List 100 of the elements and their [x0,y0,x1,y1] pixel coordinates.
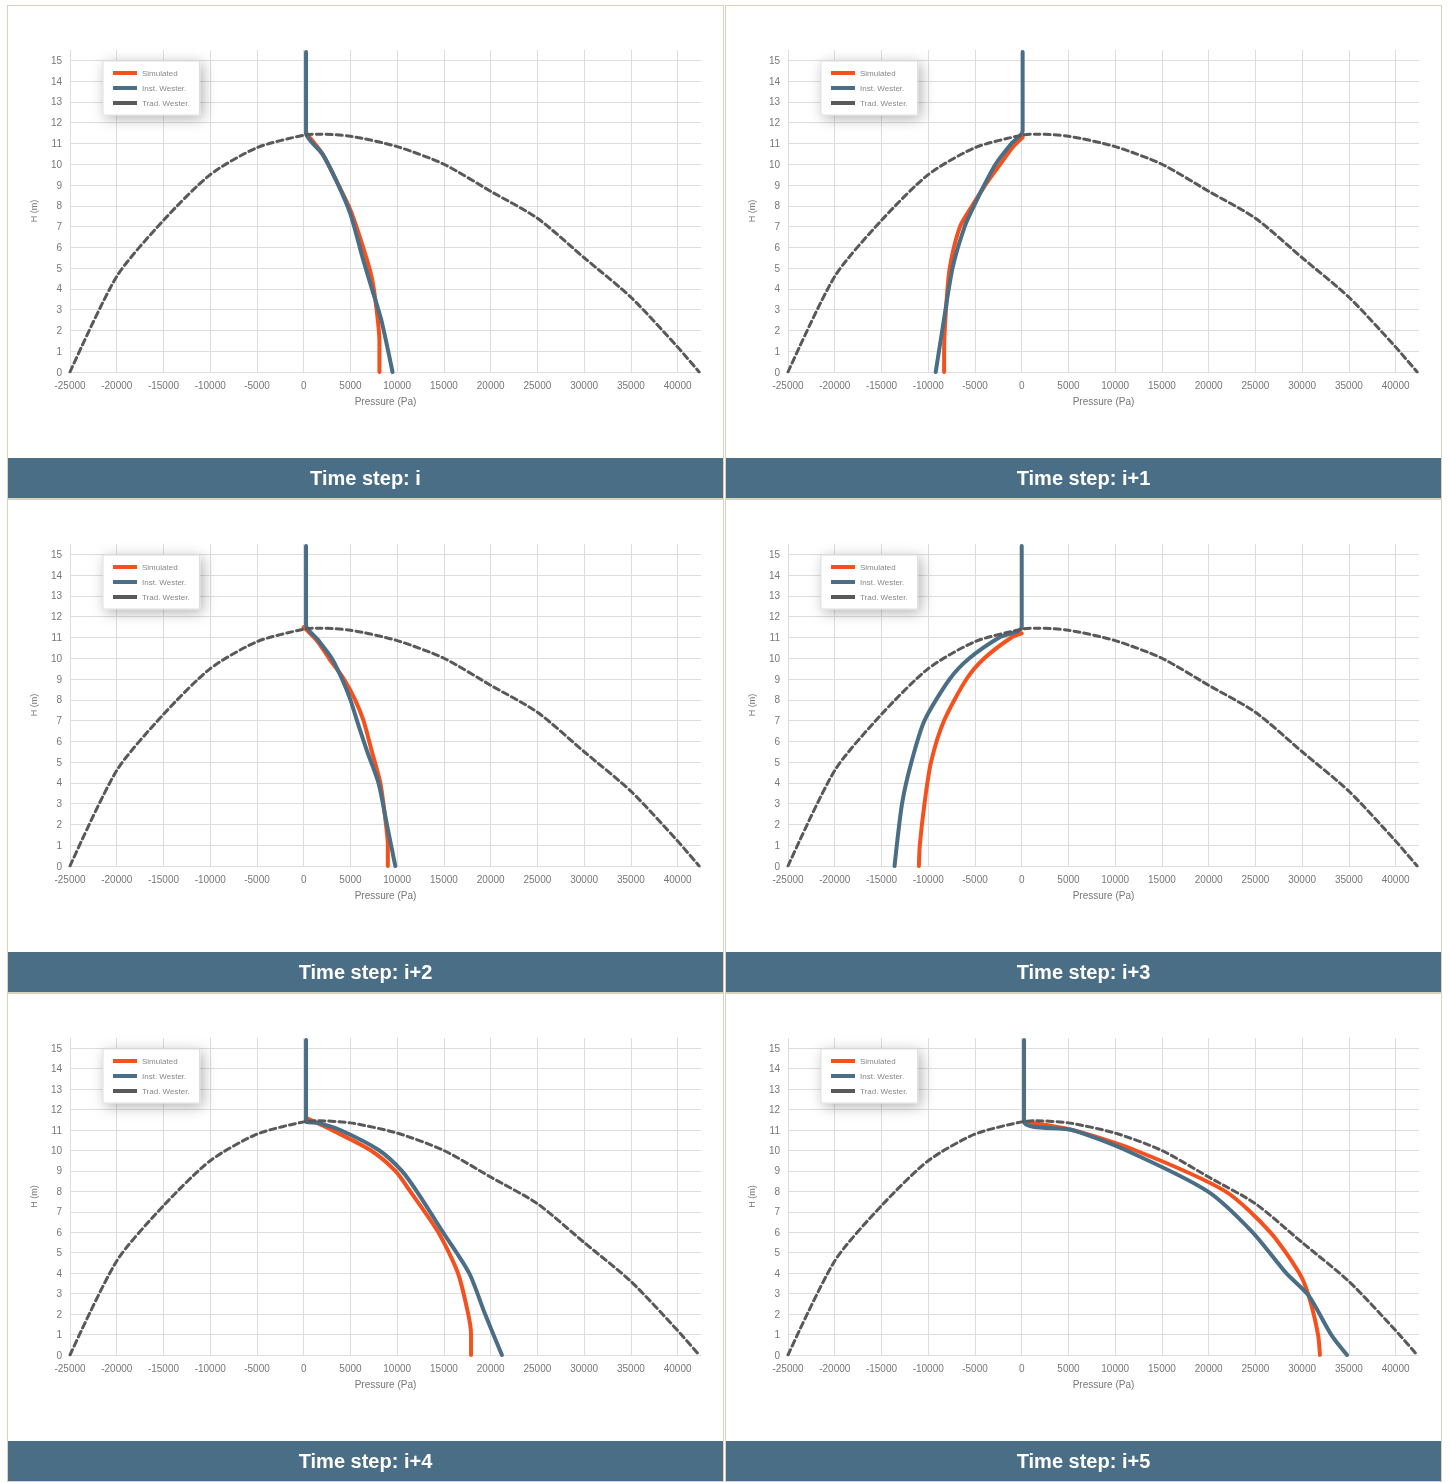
y-tick-label: 8 [56,694,63,706]
x-tick-label: -5000 [244,379,271,391]
y-tick-label: 3 [56,1288,63,1300]
y-tick-label: 10 [50,1144,63,1156]
text: Time step: i+3 [726,952,1441,992]
y-tick-label: 2 [774,1308,781,1320]
x-tick-label: 20000 [1194,379,1224,391]
y-tick-label: 4 [774,283,781,295]
y-tick-label: 5 [56,1247,63,1259]
x-tick-label: 5000 [1057,873,1080,885]
y-tick-label: 8 [774,1185,781,1197]
x-tick-label: -15000 [147,1362,180,1374]
x-tick-label: 30000 [570,873,599,885]
legend-label: Inst. Wester. [860,577,905,587]
x-tick-label: 15000 [430,1362,459,1374]
x-axis-title: Pressure (Pa) [1072,889,1135,901]
x-axis-title: Pressure (Pa) [1072,1378,1135,1390]
x-tick-label: 30000 [570,1362,599,1374]
legend-label: Simulated [860,68,896,78]
legend-label: Inst. Wester. [142,83,187,93]
legend-label: Trad. Wester. [142,1086,190,1096]
x-tick-label: 15000 [1148,1362,1177,1374]
y-axis-title: H (m) [28,1185,39,1208]
text: Time step: i [8,458,723,498]
y-tick-label: 15 [50,548,63,560]
y-tick-label: 1 [774,1329,781,1341]
x-tick-label: -5000 [962,1362,989,1374]
x-tick-label: 10000 [1101,873,1130,885]
y-tick-label: 13 [768,96,781,108]
y-tick-label: 0 [774,860,781,872]
x-tick-label: 25000 [523,1362,552,1374]
y-tick-label: 10 [768,1144,781,1156]
y-tick-label: 3 [774,304,781,316]
x-tick-label: 30000 [570,379,599,391]
x-tick-label: 20000 [476,1362,506,1374]
x-tick-label: -25000 [54,1362,87,1374]
x-tick-label: -10000 [912,379,945,391]
y-tick-label: 4 [56,1267,63,1279]
y-tick-label: 5 [774,262,781,274]
x-tick-label: -10000 [912,873,945,885]
x-tick-label: 5000 [339,873,362,885]
x-tick-label: 15000 [1148,379,1177,391]
y-tick-label: 7 [774,1206,781,1218]
x-tick-label: 15000 [1148,873,1177,885]
x-tick-label: 20000 [1194,873,1224,885]
y-tick-label: 7 [56,1206,63,1218]
y-tick-label: 6 [56,1226,63,1238]
y-tick-label: 0 [774,1349,781,1361]
x-tick-label: 35000 [1334,1362,1364,1374]
x-tick-label: 0 [1018,873,1025,885]
y-tick-label: 10 [768,158,781,170]
x-tick-label: -10000 [194,873,227,885]
x-axis-title: Pressure (Pa) [1072,395,1135,407]
x-tick-label: 5000 [1057,1362,1080,1374]
y-tick-label: 7 [56,715,63,727]
y-tick-label: 15 [768,548,781,560]
y-axis-title: H (m) [28,199,39,223]
y-tick-label: 13 [768,590,781,602]
x-tick-label: 15000 [430,873,459,885]
x-tick-label: -20000 [101,873,133,885]
x-tick-label: 10000 [383,379,412,391]
x-tick-label: 40000 [663,379,692,391]
x-tick-label: 20000 [476,379,506,391]
x-tick-label: -15000 [147,379,180,391]
y-tick-label: 14 [50,1063,63,1075]
y-tick-label: 0 [56,366,63,378]
legend-label: Inst. Wester. [860,1071,905,1081]
y-tick-label: 12 [768,117,781,129]
x-axis-title: Pressure (Pa) [354,395,417,407]
legend-label: Trad. Wester. [860,98,908,108]
y-tick-label: 2 [56,324,63,336]
y-tick-label: 9 [774,179,781,191]
y-tick-label: 6 [56,735,63,747]
y-tick-label: 3 [774,798,781,810]
x-tick-label: 30000 [1288,379,1317,391]
y-tick-label: 3 [56,798,63,810]
y-tick-label: 3 [56,304,63,316]
x-tick-label: 40000 [663,873,692,885]
y-tick-label: 8 [774,200,781,212]
x-tick-label: -20000 [101,379,133,391]
y-tick-label: 6 [774,735,781,747]
y-tick-label: 8 [774,694,781,706]
text: Time step: i+4 [8,1441,723,1481]
y-tick-label: 13 [50,96,63,108]
y-tick-label: 7 [774,221,781,233]
y-tick-label: 12 [50,611,63,623]
x-tick-label: 25000 [1241,379,1270,391]
x-tick-label: 10000 [383,873,412,885]
y-tick-label: 7 [56,221,63,233]
x-tick-label: 35000 [616,379,646,391]
y-axis-title: H (m) [746,693,757,717]
y-tick-label: 11 [769,137,781,149]
y-tick-label: 12 [768,611,781,623]
x-tick-label: -25000 [772,873,805,885]
x-tick-label: 5000 [1057,379,1080,391]
y-tick-label: 2 [774,818,781,830]
y-tick-label: 15 [50,54,63,66]
y-tick-label: 9 [56,179,63,191]
y-tick-label: 9 [56,673,63,685]
y-tick-label: 1 [56,345,63,357]
